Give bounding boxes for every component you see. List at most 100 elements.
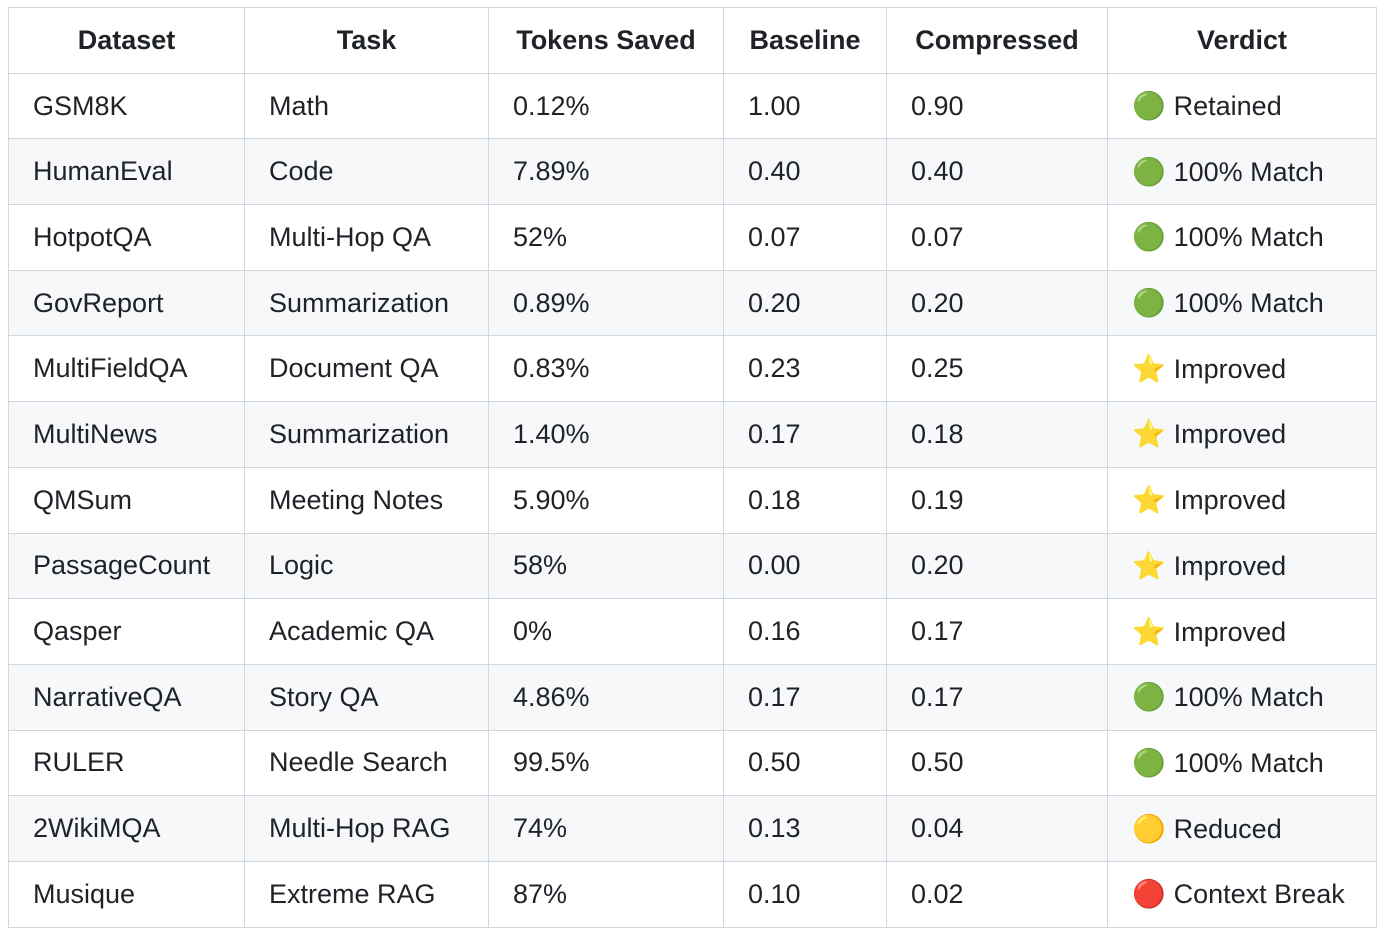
table-cell: 0.07 [886,204,1108,271]
verdict-text: 100% Match [1173,288,1324,319]
table-cell: Logic [244,532,489,600]
table-cell: 74% [488,795,724,862]
table-cell: 52% [488,204,724,271]
verdict-icon: 🔴 [1132,879,1166,911]
verdict-icon: ⭐ [1132,616,1166,648]
verdict-cell: ⭐ Improved [1107,335,1377,403]
table-cell: 0.17 [723,663,887,731]
table-cell: 0.20 [723,269,887,337]
verdict-cell: 🟢 100% Match [1107,663,1377,731]
table-cell: Multi-Hop QA [244,204,489,271]
table-cell: NarrativeQA [8,663,245,731]
table-row: GSM8K Math 0.12% 1.00 0.90 🟢 Retained [8,72,1377,140]
table-cell: 0.50 [886,729,1108,797]
table-cell: 0.20 [886,532,1108,600]
table-cell: Summarization [244,401,489,468]
table-cell: 0.12% [488,72,724,140]
verdict-cell: 🔴 Context Break [1107,860,1377,928]
table-cell: Document QA [244,335,489,403]
table-cell: Multi-Hop RAG [244,795,489,862]
table-cell: 0.20 [886,269,1108,337]
table-cell: 0.07 [723,204,887,271]
results-table: Dataset Task Tokens Saved Baseline Compresse… [8,7,1377,928]
table-cell: 0.40 [886,138,1108,206]
verdict-text: Retained [1173,91,1282,122]
table-cell: GovReport [8,269,245,337]
column-header: Dataset [8,7,245,74]
table-row: PassageCount Logic 58% 0.00 0.20 ⭐ Improved [8,532,1377,600]
verdict-text: 100% Match [1173,222,1324,253]
table-cell: Story QA [244,663,489,731]
verdict-cell: 🟢 100% Match [1107,729,1377,797]
verdict-text: Improved [1173,616,1287,647]
table-cell: 7.89% [488,138,724,206]
table-row: HotpotQA Multi-Hop QA 52% 0.07 0.07 🟢 100% Mat… [8,204,1377,271]
table-cell: 0.10 [723,860,887,928]
table-cell: 99.5% [488,729,724,797]
table-cell: Musique [8,860,245,928]
verdict-cell: ⭐ Improved [1107,532,1377,600]
verdict-text: Context Break [1173,879,1345,910]
verdict-cell: 🟡 Reduced [1107,795,1377,862]
table-cell: 4.86% [488,663,724,731]
verdict-text: Improved [1173,550,1287,581]
table-cell: Meeting Notes [244,466,489,534]
table-cell: 0.83% [488,335,724,403]
table-cell: 58% [488,532,724,600]
verdict-icon: 🟢 [1132,91,1166,123]
verdict-icon: ⭐ [1132,353,1166,385]
verdict-icon: 🟢 [1132,288,1166,320]
verdict-text: Improved [1173,419,1287,450]
table-cell: 0.89% [488,269,724,337]
verdict-cell: 🟢 100% Match [1107,204,1377,271]
table-cell: 5.90% [488,466,724,534]
header-row: Dataset Task Tokens Saved Baseline Compresse… [8,7,1377,74]
verdict-icon: 🟢 [1132,747,1166,779]
table-row: RULER Needle Search 99.5% 0.50 0.50 🟢 100% Mat… [8,729,1377,797]
table-row: Qasper Academic QA 0% 0.16 0.17 ⭐ Improved [8,598,1377,665]
table-cell: 0.40 [723,138,887,206]
verdict-cell: ⭐ Improved [1107,466,1377,534]
verdict-icon: 🟢 [1132,156,1166,188]
verdict-text: Improved [1173,485,1287,516]
table-row: QMSum Meeting Notes 5.90% 0.18 0.19 ⭐ Improved [8,466,1377,534]
column-header: Verdict [1107,7,1377,74]
table-cell: 0.90 [886,72,1108,140]
column-header: Task [244,7,489,74]
verdict-text: 100% Match [1173,682,1324,713]
verdict-cell: 🟢 100% Match [1107,138,1377,206]
table-cell: 0.17 [723,401,887,468]
verdict-cell: 🟢 100% Match [1107,269,1377,337]
verdict-icon: 🟢 [1132,222,1166,254]
table-cell: Summarization [244,269,489,337]
table-cell: 0.50 [723,729,887,797]
table-cell: QMSum [8,466,245,534]
table-cell: 0% [488,598,724,665]
table-row: HumanEval Code 7.89% 0.40 0.40 🟢 100% Match [8,138,1377,206]
verdict-icon: 🟢 [1132,682,1166,714]
table-cell: Extreme RAG [244,860,489,928]
verdict-icon: ⭐ [1132,550,1166,582]
table-cell: MultiNews [8,401,245,468]
verdict-text: 100% Match [1173,156,1324,187]
table-cell: 0.04 [886,795,1108,862]
table-cell: Academic QA [244,598,489,665]
verdict-cell: ⭐ Improved [1107,401,1377,468]
verdict-text: Reduced [1173,813,1282,844]
table-cell: RULER [8,729,245,797]
verdict-cell: ⭐ Improved [1107,598,1377,665]
table-cell: 1.40% [488,401,724,468]
table-cell: 0.18 [886,401,1108,468]
table-cell: 0.16 [723,598,887,665]
table-cell: Needle Search [244,729,489,797]
table-row: NarrativeQA Story QA 4.86% 0.17 0.17 🟢 100% Ma… [8,663,1377,731]
verdict-icon: ⭐ [1132,485,1166,517]
table-cell: MultiFieldQA [8,335,245,403]
table-cell: 0.18 [723,466,887,534]
table-cell: 0.00 [723,532,887,600]
table-cell: GSM8K [8,72,245,140]
table-cell: Qasper [8,598,245,665]
table-cell: 1.00 [723,72,887,140]
table-row: Musique Extreme RAG 87% 0.10 0.02 🔴 Context Br… [8,860,1377,928]
